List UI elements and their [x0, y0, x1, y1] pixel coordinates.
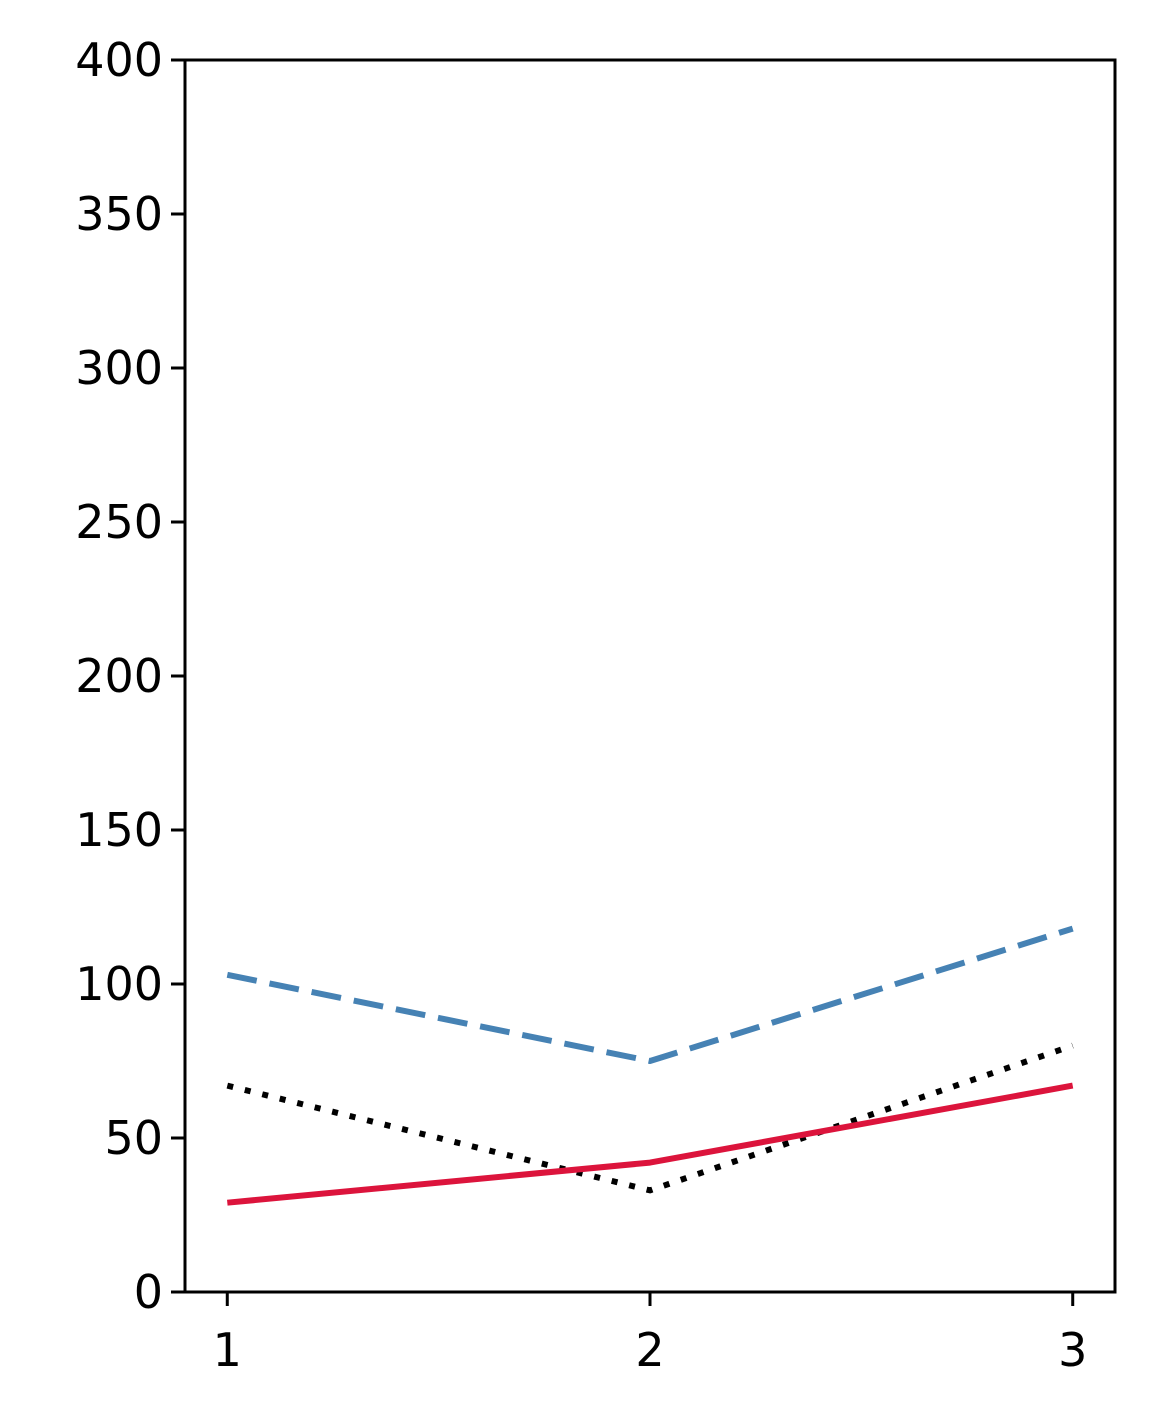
x-tick-label: 2: [635, 1323, 664, 1377]
y-tick-label: 0: [134, 1265, 163, 1319]
x-tick-label: 1: [213, 1323, 242, 1377]
y-tick-label: 50: [104, 1111, 163, 1165]
y-tick-label: 150: [75, 803, 163, 857]
series-line-1: [226, 925, 1074, 1064]
y-tick-label: 100: [75, 957, 163, 1011]
y-tick-label: 250: [75, 495, 163, 549]
series-line-2: [226, 1042, 1074, 1194]
plot-frame: [183, 58, 1117, 1294]
y-tick-label: 400: [75, 33, 163, 87]
series-layer: [226, 925, 1074, 1206]
y-tick-label: 200: [75, 649, 163, 703]
y-tick-label: 350: [75, 187, 163, 241]
x-tick-label: 3: [1058, 1323, 1087, 1377]
series-line-3: [227, 1082, 1074, 1206]
y-tick-label: 300: [75, 341, 163, 395]
axes-layer: 0 50 100 150 200 250 300 350 400 1 2 3: [75, 33, 1087, 1377]
